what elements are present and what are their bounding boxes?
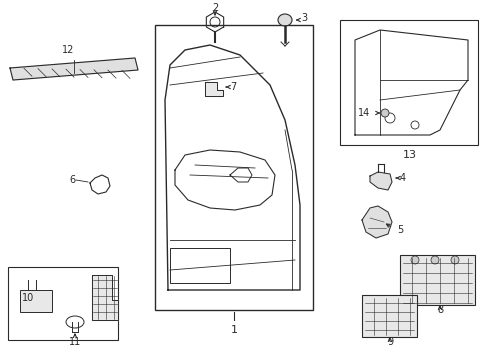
Text: 8: 8 bbox=[436, 305, 442, 315]
Text: 12: 12 bbox=[61, 45, 74, 55]
Circle shape bbox=[380, 109, 388, 117]
Text: 7: 7 bbox=[229, 82, 236, 92]
Text: 6: 6 bbox=[69, 175, 75, 185]
Circle shape bbox=[450, 256, 458, 264]
Text: 4: 4 bbox=[399, 173, 405, 183]
Text: 2: 2 bbox=[211, 3, 218, 13]
Bar bbox=[399, 255, 474, 305]
Text: 13: 13 bbox=[402, 150, 416, 160]
Ellipse shape bbox=[278, 14, 291, 26]
Polygon shape bbox=[361, 206, 391, 238]
Text: 10: 10 bbox=[22, 293, 34, 303]
Polygon shape bbox=[369, 172, 391, 190]
Text: 3: 3 bbox=[300, 13, 306, 23]
Text: 1: 1 bbox=[230, 325, 237, 335]
Polygon shape bbox=[10, 58, 138, 80]
Text: 5: 5 bbox=[396, 225, 402, 235]
Text: 9: 9 bbox=[386, 337, 392, 347]
Bar bbox=[20, 290, 52, 312]
Bar bbox=[339, 20, 477, 145]
Circle shape bbox=[430, 256, 438, 264]
Bar bbox=[361, 295, 416, 337]
Text: 11: 11 bbox=[69, 337, 81, 347]
Bar bbox=[170, 248, 229, 283]
Polygon shape bbox=[92, 275, 118, 320]
Bar bbox=[155, 25, 312, 310]
Circle shape bbox=[410, 256, 418, 264]
Bar bbox=[8, 267, 118, 340]
Text: 14: 14 bbox=[357, 108, 369, 118]
Polygon shape bbox=[204, 82, 223, 96]
